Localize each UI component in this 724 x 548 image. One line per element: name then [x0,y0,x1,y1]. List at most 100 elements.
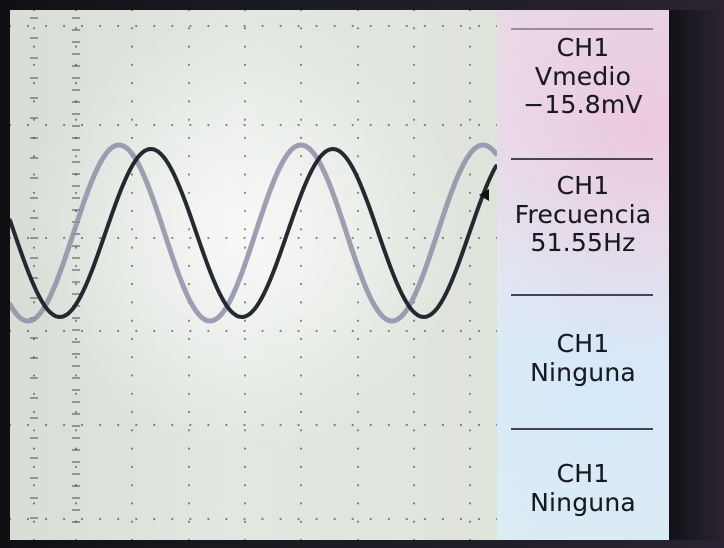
measurement-3-name: Ninguna [530,357,636,387]
graticule-dot [468,191,472,194]
graticule-dot [405,423,408,427]
graticule-dot [74,411,78,414]
graticule-dot [369,236,372,240]
graticule-dot [187,246,191,249]
graticule-dot [468,82,472,85]
graticule-dot [130,411,134,414]
graticule-dot [412,173,416,176]
graticule-dot [441,423,444,427]
graticule-dot [412,538,416,540]
graticule-dot [412,82,416,85]
graticule-dot [32,392,36,395]
graticule-dot [32,63,36,66]
graticule-dot [171,517,174,521]
graticule-dot [351,517,354,521]
measurement-4-channel: CH1 [556,459,610,488]
measurement-separator [511,294,653,296]
graticule-dot [468,429,472,432]
graticule-dot [130,484,134,487]
graticule-dot [74,447,78,450]
graticule-dot [299,209,303,213]
graticule-dot [225,236,228,240]
graticule-dot [187,283,191,286]
graticule-dot [468,538,472,540]
graticule-dot [356,191,360,194]
graticule-dot [32,538,36,540]
graticule-dot [299,392,303,395]
graticule-dot [412,100,416,103]
graticule-dot [405,517,408,521]
graticule-dot [74,356,78,359]
graticule-dot [387,423,390,427]
graticule-dot [297,236,300,240]
graticule-dot [459,329,462,333]
graticule-dot [74,283,78,286]
graticule-dot [468,100,472,103]
graticule-dot [187,10,191,12]
graticule-dot [243,520,247,523]
graticule-dot [135,24,138,28]
graticule-dot [130,228,134,231]
graticule-dot [63,517,66,521]
graticule-dot [387,236,390,240]
graticule-dot [468,10,472,12]
graticule-dot [412,392,416,395]
graticule-dot [351,329,354,333]
graticule-dot [32,209,36,213]
graticule-dot [495,123,497,127]
graticule-dot [32,374,36,377]
graticule-dot [26,123,30,127]
waveform-trace-ch2 [10,142,497,324]
graticule-dot [130,374,134,377]
graticule-dot [405,24,408,28]
measurement-2-value: 51.55Hz [530,228,636,257]
graticule-dot [130,465,134,468]
graticule-dot [369,123,372,127]
graticule-dot [130,447,134,450]
graticule-dot [356,155,360,158]
graticule-dot [299,82,303,85]
graticule-dot [356,10,360,12]
graticule-dot [423,329,426,333]
graticule-dot [468,209,472,213]
graticule-dot [299,283,303,286]
graticule-dot [333,517,336,521]
graticule-dot [243,45,247,48]
graticule-dot [333,123,336,127]
graticule-dot [130,283,134,286]
graticule-dot [356,27,360,30]
graticule-dot [189,329,192,333]
graticule-dot [81,236,84,240]
graticule-dot [243,246,247,249]
measurement-4-name: Ninguna [530,487,636,517]
graticule-dot [32,100,36,103]
graticule-dot [26,423,30,427]
graticule-dot [459,423,462,427]
graticule-dot [187,337,191,341]
graticule-dot [32,502,36,505]
graticule-dot [299,502,303,505]
graticule-dot [299,337,303,341]
graticule-dot [130,173,134,176]
graticule-dot [356,447,360,450]
graticule-dot [32,447,36,450]
graticule-dot [74,155,78,158]
graticule-dot [412,411,416,414]
graticule-dot [243,100,247,103]
graticule-dot [356,374,360,377]
graticule-dot [187,374,191,377]
graticule-dot [261,329,264,333]
graticule-dot [356,283,360,286]
graticule-dot [45,329,48,333]
graticule-dot [135,423,138,427]
graticule-dot [468,136,472,139]
graticule-dot [135,329,138,333]
graticule-dot [412,209,416,213]
graticule-dot [495,329,497,333]
graticule-dot [468,484,472,487]
graticule-dot [187,264,191,267]
graticule-dot [207,123,210,127]
graticule-dot [356,356,360,359]
graticule-dot [423,236,426,240]
graticule-dot [468,465,472,468]
